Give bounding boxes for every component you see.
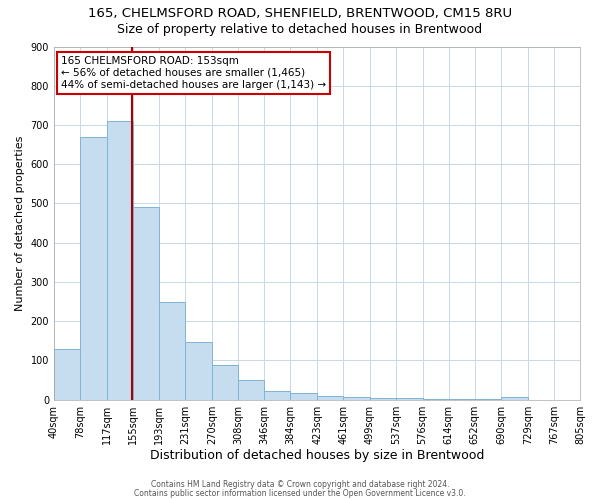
Bar <box>449 399 475 400</box>
Bar <box>159 302 185 400</box>
Bar <box>370 398 395 400</box>
X-axis label: Distribution of detached houses by size in Brentwood: Distribution of detached houses by size … <box>150 450 484 462</box>
Y-axis label: Number of detached properties: Number of detached properties <box>15 136 25 311</box>
Bar <box>265 391 290 400</box>
Text: Contains public sector information licensed under the Open Government Licence v3: Contains public sector information licen… <box>134 488 466 498</box>
Text: 165, CHELMSFORD ROAD, SHENFIELD, BRENTWOOD, CM15 8RU: 165, CHELMSFORD ROAD, SHENFIELD, BRENTWO… <box>88 8 512 20</box>
Bar <box>212 365 238 400</box>
Bar <box>80 137 107 400</box>
Text: Size of property relative to detached houses in Brentwood: Size of property relative to detached ho… <box>118 22 482 36</box>
Bar <box>54 348 80 400</box>
Bar <box>238 380 265 400</box>
Bar <box>422 398 449 400</box>
Bar <box>133 208 159 400</box>
Bar <box>395 398 422 400</box>
Bar <box>475 399 501 400</box>
Text: Contains HM Land Registry data © Crown copyright and database right 2024.: Contains HM Land Registry data © Crown c… <box>151 480 449 489</box>
Bar <box>107 121 133 400</box>
Bar <box>343 397 370 400</box>
Bar <box>185 342 212 400</box>
Bar <box>501 396 528 400</box>
Bar <box>317 396 343 400</box>
Text: 165 CHELMSFORD ROAD: 153sqm
← 56% of detached houses are smaller (1,465)
44% of : 165 CHELMSFORD ROAD: 153sqm ← 56% of det… <box>61 56 326 90</box>
Bar <box>290 392 317 400</box>
